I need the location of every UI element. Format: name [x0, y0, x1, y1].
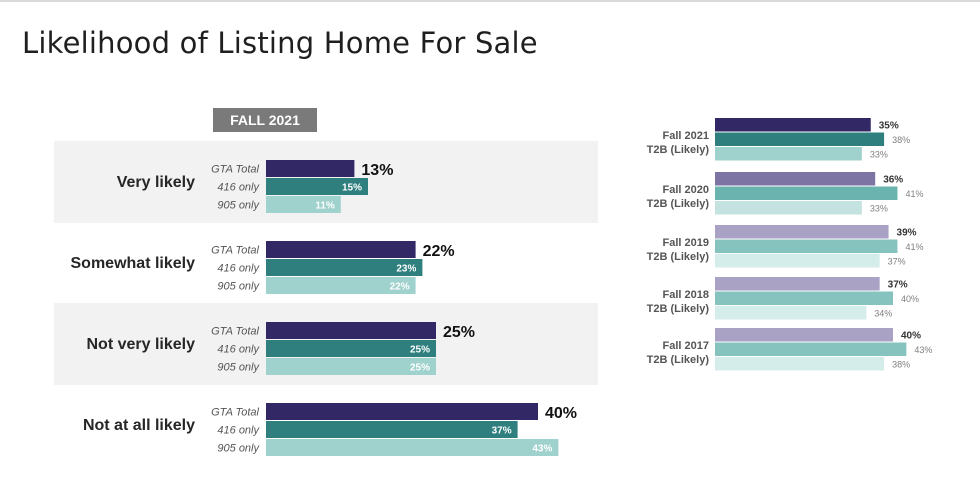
- history-bar-fall-2019-2: [715, 239, 898, 253]
- series-label-gta-total: GTA Total: [211, 164, 259, 176]
- history-label-fall-2019-1: 39%: [897, 228, 917, 239]
- history-bar-fall-2018-3: [715, 306, 867, 320]
- year-sublabel-fall-2021: T2B (Likely): [647, 144, 710, 156]
- top-rule: [0, 0, 980, 2]
- history-bar-fall-2021-1: [715, 118, 871, 132]
- data-label-very-likely-905-only: 11%: [315, 201, 335, 212]
- history-bar-fall-2020-1: [715, 172, 876, 186]
- year-sublabel-fall-2018: T2B (Likely): [647, 303, 710, 315]
- history-bar-fall-2019-1: [715, 225, 889, 239]
- data-label-not-at-all-likely-416-only: 37%: [492, 426, 512, 437]
- series-label-905-only: 905 only: [217, 281, 260, 293]
- history-label-fall-2021-1: 35%: [879, 121, 899, 132]
- series-label-416-only: 416 only: [217, 425, 260, 437]
- history-bar-fall-2020-3: [715, 201, 862, 215]
- history-label-fall-2019-3: 37%: [888, 257, 906, 267]
- series-label-gta-total: GTA Total: [211, 245, 259, 257]
- year-label-fall-2017: Fall 2017: [663, 340, 709, 352]
- year-label-fall-2018: Fall 2018: [663, 289, 709, 301]
- history-label-fall-2021-3: 33%: [870, 150, 888, 160]
- bar-not-at-all-likely-416-only: [266, 421, 518, 438]
- history-label-fall-2020-2: 41%: [905, 189, 923, 199]
- year-label-fall-2020: Fall 2020: [663, 184, 709, 196]
- category-label-not-very-likely: Not very likely: [87, 336, 196, 353]
- history-bar-fall-2021-3: [715, 147, 862, 161]
- series-label-gta-total: GTA Total: [211, 326, 259, 338]
- series-label-416-only: 416 only: [217, 344, 260, 356]
- bar-not-at-all-likely-905-only: [266, 439, 559, 456]
- bar-somewhat-likely-905-only: [266, 277, 416, 294]
- data-label-very-likely-416-only: 15%: [342, 183, 362, 194]
- history-bar-fall-2017-2: [715, 342, 907, 356]
- series-label-905-only: 905 only: [217, 362, 260, 374]
- bar-not-very-likely-gta-total: [266, 322, 436, 339]
- history-label-fall-2020-3: 33%: [870, 204, 888, 214]
- history-label-fall-2018-1: 37%: [888, 280, 908, 291]
- history-label-fall-2017-2: 43%: [914, 345, 932, 355]
- year-sublabel-fall-2019: T2B (Likely): [647, 251, 710, 263]
- bar-not-very-likely-416-only: [266, 340, 436, 357]
- data-label-somewhat-likely-gta-total: 22%: [423, 243, 455, 260]
- data-label-somewhat-likely-905-only: 22%: [390, 282, 410, 293]
- data-label-not-very-likely-416-only: 25%: [410, 345, 430, 356]
- series-label-905-only: 905 only: [217, 200, 260, 212]
- history-bar-fall-2021-2: [715, 132, 885, 146]
- page-title: Likelihood of Listing Home For Sale: [22, 26, 538, 60]
- season-badge: FALL 2021: [213, 108, 317, 132]
- history-bar-fall-2018-2: [715, 291, 893, 305]
- data-label-not-very-likely-gta-total: 25%: [443, 324, 475, 341]
- series-label-905-only: 905 only: [217, 443, 260, 455]
- history-label-fall-2017-1: 40%: [901, 331, 921, 342]
- year-label-fall-2021: Fall 2021: [663, 130, 709, 142]
- bar-not-very-likely-905-only: [266, 358, 436, 375]
- bar-very-likely-gta-total: [266, 160, 355, 177]
- bar-somewhat-likely-416-only: [266, 259, 423, 276]
- history-bar-fall-2017-1: [715, 328, 893, 342]
- history-label-fall-2019-2: 41%: [905, 242, 923, 252]
- category-label-not-at-all-likely: Not at all likely: [83, 417, 195, 434]
- data-label-somewhat-likely-416-only: 23%: [396, 264, 416, 275]
- series-label-416-only: 416 only: [217, 263, 260, 275]
- category-label-very-likely: Very likely: [117, 174, 195, 191]
- data-label-not-at-all-likely-gta-total: 40%: [545, 405, 577, 422]
- history-bar-fall-2020-2: [715, 186, 898, 200]
- data-label-not-at-all-likely-905-only: 43%: [532, 444, 552, 455]
- history-label-fall-2017-3: 38%: [892, 360, 910, 370]
- year-sublabel-fall-2017: T2B (Likely): [647, 354, 710, 366]
- category-label-somewhat-likely: Somewhat likely: [71, 255, 196, 272]
- data-label-not-very-likely-905-only: 25%: [410, 363, 430, 374]
- data-label-very-likely-gta-total: 13%: [361, 162, 393, 179]
- history-bar-fall-2018-1: [715, 277, 880, 291]
- year-label-fall-2019: Fall 2019: [663, 237, 709, 249]
- series-label-gta-total: GTA Total: [211, 407, 259, 419]
- bar-somewhat-likely-gta-total: [266, 241, 416, 258]
- year-sublabel-fall-2020: T2B (Likely): [647, 198, 710, 210]
- history-bar-fall-2017-3: [715, 357, 885, 371]
- history-label-fall-2021-2: 38%: [892, 135, 910, 145]
- bar-not-at-all-likely-gta-total: [266, 403, 538, 420]
- history-label-fall-2020-1: 36%: [883, 175, 903, 186]
- series-label-416-only: 416 only: [217, 182, 260, 194]
- history-label-fall-2018-3: 34%: [874, 309, 892, 319]
- bar-very-likely-416-only: [266, 178, 368, 195]
- history-label-fall-2018-2: 40%: [901, 294, 919, 304]
- history-bar-fall-2019-3: [715, 254, 880, 268]
- bar-very-likely-905-only: [266, 196, 341, 213]
